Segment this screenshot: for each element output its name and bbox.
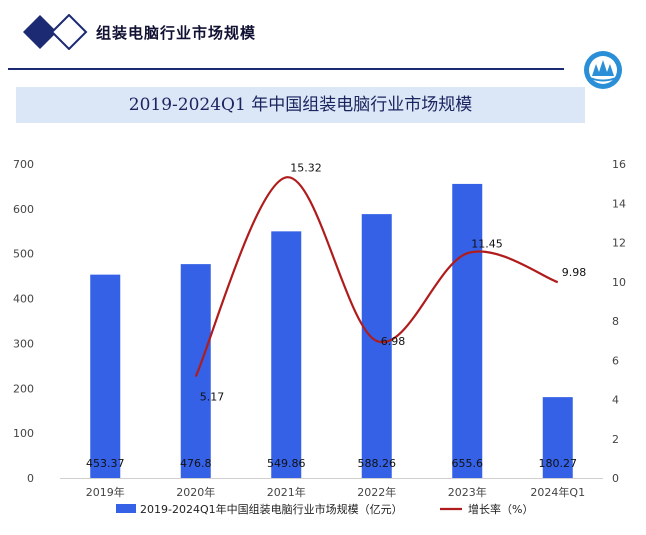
header-title: 组装电脑行业市场规模 — [96, 24, 257, 42]
legend-bar-label: 2019-2024Q1年中国组装电脑行业市场规模（亿元） — [140, 502, 403, 516]
y-right-tick-label: 2 — [612, 433, 619, 446]
x-tick-label: 2024年Q1 — [530, 485, 585, 499]
growth-rate-label: 15.32 — [290, 161, 322, 174]
bar — [542, 397, 573, 478]
x-tick-label: 2022年 — [357, 485, 396, 499]
chart-title-band: 2019-2024Q1 年中国组装电脑行业市场规模 — [16, 87, 585, 123]
y-left-tick-label: 500 — [13, 248, 34, 261]
y-left-tick-label: 400 — [13, 293, 34, 306]
y-left-tick-label: 300 — [13, 337, 34, 350]
y-left-tick-label: 0 — [27, 472, 34, 485]
y-right-tick-label: 12 — [612, 237, 626, 250]
bar — [90, 274, 121, 478]
y-left-tick-label: 600 — [13, 203, 34, 216]
chart-title: 2019-2024Q1 年中国组装电脑行业市场规模 — [128, 95, 473, 115]
y-right-tick-label: 4 — [612, 394, 619, 407]
bar-value-label: 588.26 — [358, 457, 397, 470]
company-emblem-icon — [584, 51, 622, 89]
y-left-tick-label: 200 — [13, 382, 34, 395]
bar-value-label: 549.86 — [267, 457, 306, 470]
y-right-tick-label: 6 — [612, 354, 619, 367]
x-tick-label: 2019年 — [86, 485, 125, 499]
bar-value-label: 655.6 — [452, 457, 484, 470]
page-header: 组装电脑行业市场规模 — [0, 0, 646, 89]
y-right-tick-label: 16 — [612, 158, 626, 171]
legend-bar-swatch — [116, 504, 136, 513]
growth-rate-label: 11.45 — [471, 237, 503, 250]
bar-value-label: 180.27 — [539, 457, 578, 470]
x-tick-label: 2023年 — [448, 485, 487, 499]
bar — [361, 214, 392, 479]
diamond-logo-icon — [23, 14, 88, 50]
growth-rate-label: 6.98 — [381, 335, 406, 348]
legend-line-label: 增长率（%） — [468, 502, 533, 516]
growth-rate-label: 5.17 — [200, 391, 225, 404]
bar — [452, 183, 483, 478]
y-left-tick-label: 100 — [13, 427, 34, 440]
bar — [271, 231, 302, 478]
x-tick-label: 2021年 — [267, 485, 306, 499]
growth-rate-label: 9.98 — [562, 266, 587, 279]
bar-value-label: 476.8 — [180, 457, 212, 470]
header-divider — [8, 68, 564, 70]
y-right-tick-label: 8 — [612, 315, 619, 328]
y-right-tick-label: 10 — [612, 276, 626, 289]
y-left-tick-label: 700 — [13, 158, 34, 171]
y-right-tick-label: 14 — [612, 197, 626, 210]
bar — [180, 264, 211, 478]
growth-rate-line — [194, 176, 559, 377]
y-right-tick-label: 0 — [612, 472, 619, 485]
x-tick-label: 2020年 — [176, 485, 215, 499]
bar-value-label: 453.37 — [86, 457, 125, 470]
